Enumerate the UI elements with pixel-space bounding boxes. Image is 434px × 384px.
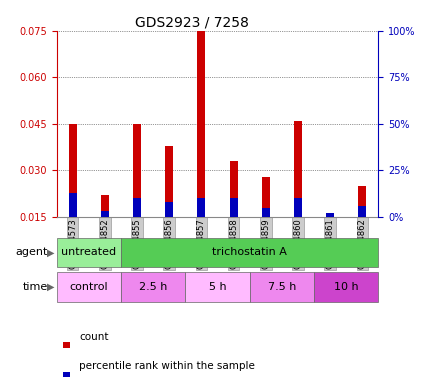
Bar [63,343,69,348]
Bar [326,213,333,217]
Bar [326,215,333,217]
Bar [165,146,173,217]
Text: count: count [79,332,108,342]
Text: 5 h: 5 h [208,282,226,292]
FancyBboxPatch shape [56,238,121,267]
Text: trichostatin A: trichostatin A [212,247,286,258]
FancyBboxPatch shape [313,272,378,302]
Bar [293,121,301,217]
FancyBboxPatch shape [121,272,185,302]
FancyBboxPatch shape [121,238,378,267]
Text: ▶: ▶ [47,247,54,258]
Text: time: time [23,282,48,292]
Text: control: control [69,282,108,292]
Bar [101,195,108,217]
Text: ▶: ▶ [47,282,54,292]
Bar [197,199,205,217]
FancyBboxPatch shape [56,272,121,302]
Bar [63,372,69,377]
Bar [293,199,301,217]
Text: 7.5 h: 7.5 h [267,282,296,292]
Title: GDS2923 / 7258: GDS2923 / 7258 [135,16,248,30]
Bar [358,186,365,217]
Text: 10 h: 10 h [333,282,358,292]
Bar [165,202,173,217]
Bar [69,124,76,217]
Text: percentile rank within the sample: percentile rank within the sample [79,361,254,371]
Bar [358,206,365,217]
Text: untreated: untreated [61,247,116,258]
FancyBboxPatch shape [249,272,313,302]
FancyBboxPatch shape [185,272,249,302]
Text: agent: agent [16,247,48,258]
Bar [261,208,269,217]
Bar [101,211,108,217]
Text: 2.5 h: 2.5 h [138,282,167,292]
Bar [133,124,141,217]
Bar [133,199,141,217]
Bar [229,161,237,217]
Bar [69,193,76,217]
Bar [261,177,269,217]
Bar [229,199,237,217]
Bar [197,31,205,217]
